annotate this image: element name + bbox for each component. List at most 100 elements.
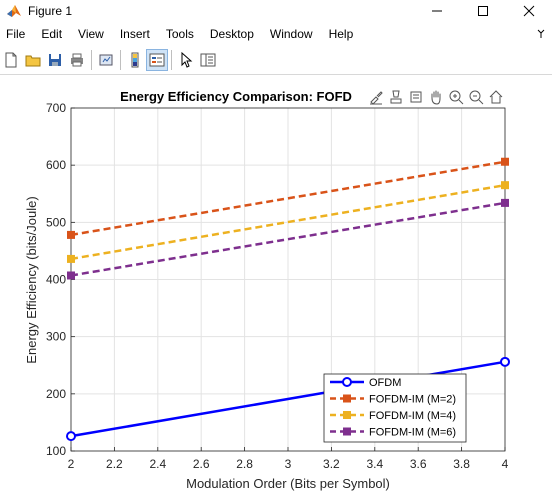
home-icon: [489, 89, 502, 103]
dock-arrow-icon[interactable]: [536, 27, 546, 39]
open-file-icon: [25, 55, 41, 67]
toolbar-separator: [120, 50, 121, 70]
menu-insert[interactable]: Insert: [119, 27, 150, 41]
colorbar-icon: [131, 52, 139, 68]
zoom-out-button[interactable]: [466, 87, 485, 106]
series-2: [67, 157, 509, 239]
toolbar-separator: [171, 50, 172, 70]
legend-entry[interactable]: FOFDM-IM (M=4): [330, 410, 456, 422]
y-tick-label: 200: [46, 387, 66, 401]
home-button[interactable]: [486, 87, 505, 106]
pan-button[interactable]: [426, 87, 445, 106]
y-axis-label: Energy Efficiency (bits/Joule): [24, 196, 39, 363]
new-figure-icon: [5, 52, 17, 68]
y-tick-label: 300: [46, 330, 66, 344]
y-tick-label: 500: [46, 215, 66, 229]
series-3: [67, 181, 509, 263]
legend-icon: [149, 53, 165, 67]
y-tick-label: 400: [46, 273, 66, 287]
rotate-icon: [410, 91, 421, 102]
brush-icon: [369, 90, 383, 105]
open-file-button[interactable]: [22, 49, 44, 71]
y-tick-label: 100: [46, 444, 66, 458]
figure-toolbar: [0, 46, 552, 75]
series-line[interactable]: [70, 183, 506, 261]
toolbar-separator: [91, 50, 92, 70]
menu-window[interactable]: Window: [269, 27, 313, 41]
legend-marker[interactable]: [343, 394, 351, 403]
close-button[interactable]: [506, 0, 552, 22]
menu-desktop[interactable]: Desktop: [209, 27, 254, 41]
legend-entry[interactable]: FOFDM-IM (M=2): [330, 394, 456, 406]
legend-marker[interactable]: [343, 427, 351, 436]
menu-help[interactable]: Help: [328, 27, 354, 41]
data-point[interactable]: [501, 157, 509, 166]
series-line[interactable]: [70, 201, 506, 277]
chart-title: Energy Efficiency Comparison: FOFD: [120, 89, 352, 104]
menu-file[interactable]: File: [6, 27, 26, 41]
property-inspector-button[interactable]: [197, 49, 219, 71]
x-tick-label: 4: [502, 457, 509, 471]
data-tips-button[interactable]: [386, 87, 405, 106]
menu-tools[interactable]: Tools: [165, 27, 194, 41]
data-point[interactable]: [501, 198, 509, 207]
legend-marker[interactable]: [342, 377, 352, 387]
maximize-button[interactable]: [460, 0, 506, 22]
data-point[interactable]: [67, 254, 75, 263]
menu-bar: File Edit View Insert Tools Desktop Wind…: [0, 24, 552, 44]
data-point[interactable]: [67, 271, 75, 280]
axes-toolbar: [366, 87, 505, 107]
data-point[interactable]: [500, 356, 510, 367]
data-tips-icon: [390, 90, 401, 103]
legend-marker[interactable]: [343, 411, 351, 419]
series-4: [67, 198, 509, 280]
legend-label: OFDM: [369, 377, 401, 389]
data-point[interactable]: [67, 230, 75, 239]
x-tick-label: 3.4: [366, 457, 383, 471]
minimize-icon: [432, 10, 442, 12]
x-tick-label: 2: [68, 457, 75, 471]
link-figure-icon: [99, 54, 113, 66]
zoom-in-button[interactable]: [446, 87, 465, 106]
zoom-out-icon: [469, 90, 483, 104]
edit-plot-button[interactable]: [175, 49, 197, 71]
minimize-button[interactable]: [414, 0, 460, 22]
colorbar-button[interactable]: [124, 49, 146, 71]
x-tick-label: 3.6: [410, 457, 427, 471]
x-tick-label: 3.2: [323, 457, 340, 471]
save-button[interactable]: [44, 49, 66, 71]
rotate-button[interactable]: [406, 87, 425, 106]
save-icon: [49, 54, 61, 66]
link-figure-button[interactable]: [95, 49, 117, 71]
pan-icon: [431, 90, 440, 105]
data-point[interactable]: [66, 431, 76, 442]
print-button[interactable]: [66, 49, 88, 71]
legend-button[interactable]: [146, 49, 168, 71]
new-figure-button[interactable]: [0, 49, 22, 71]
legend-label: FOFDM-IM (M=4): [369, 410, 456, 422]
y-tick-label: 600: [46, 158, 66, 172]
print-icon: [71, 53, 83, 67]
x-tick-label: 2.4: [149, 457, 166, 471]
x-tick-label: 2.2: [106, 457, 123, 471]
property-inspector-icon: [200, 53, 216, 67]
legend-entry[interactable]: FOFDM-IM (M=6): [330, 427, 456, 439]
close-icon: [523, 5, 535, 17]
legend[interactable]: OFDM FOFDM-IM (M=2) FOFDM-IM (M=4) FOFDM-IM…: [323, 373, 467, 443]
edit-plot-arrow-icon: [181, 51, 193, 68]
zoom-in-icon: [449, 90, 463, 104]
axes-ticks: 2 2.2 2.4 2.6 2.8 3 3.2 3.4 3.6 3.8 4 100 200 300 400 5…: [46, 101, 509, 471]
menu-view[interactable]: View: [78, 27, 104, 41]
x-tick-label: 2.6: [193, 457, 210, 471]
menu-edit[interactable]: Edit: [41, 27, 63, 41]
data-point[interactable]: [501, 181, 509, 190]
maximize-icon: [478, 6, 488, 16]
legend-label: FOFDM-IM (M=6): [369, 427, 456, 439]
window-titlebar: Figure 1: [0, 0, 552, 22]
x-tick-label: 2.8: [236, 457, 253, 471]
brush-button[interactable]: [366, 87, 385, 106]
window-title: Figure 1: [28, 4, 73, 18]
legend-label: FOFDM-IM (M=2): [369, 394, 456, 406]
legend-entry[interactable]: OFDM: [330, 377, 401, 389]
series-line[interactable]: [70, 160, 506, 237]
